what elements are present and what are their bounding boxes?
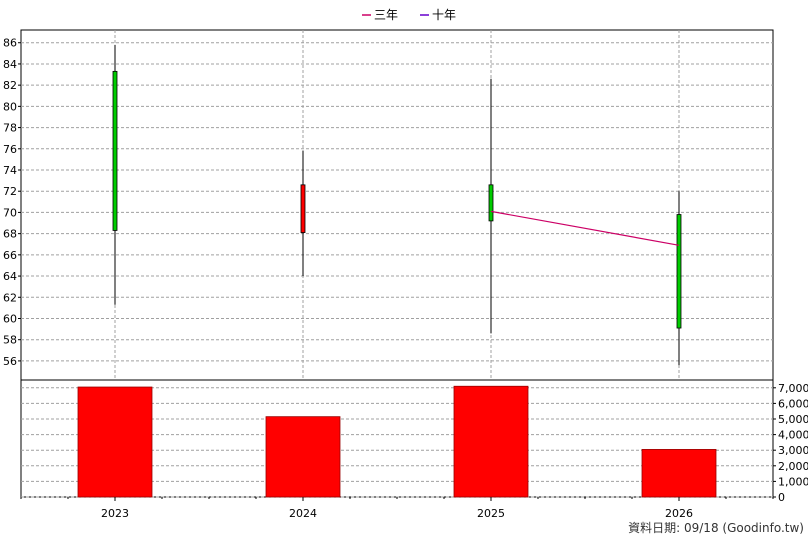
price-tick-label: 76 — [3, 143, 17, 156]
price-tick-label: 60 — [3, 312, 17, 325]
x-tick-label: 2025 — [477, 507, 505, 520]
price-tick-label: 70 — [3, 206, 17, 219]
price-tick-label: 84 — [3, 58, 17, 71]
volume-bar — [641, 449, 717, 498]
price-tick-label: 64 — [3, 270, 17, 283]
volume-panel: 0 1,000 2,000 3,000 4,000 5,000 6,000 7,000 — [20, 379, 808, 504]
volume-tick-label: 2,000 — [778, 460, 808, 473]
volume-tick-label: 3,000 — [778, 444, 808, 457]
ma-line-0 — [490, 210, 680, 246]
price-tick-label: 66 — [3, 249, 17, 262]
price-tick-label: 72 — [3, 185, 17, 198]
volume-tick-label: 4,000 — [778, 429, 808, 442]
volume-tick-label: 5,000 — [778, 413, 808, 426]
candle-body — [488, 184, 494, 222]
price-tick-label: 80 — [3, 100, 17, 113]
price-tick-label: 78 — [3, 122, 17, 135]
price-tick-label: 74 — [3, 164, 17, 177]
legend-label: 十年 — [432, 8, 456, 22]
x-axis: 2023 2024 2025 2026 — [20, 497, 774, 520]
volume-bar — [453, 385, 529, 498]
volume-bar — [77, 386, 153, 498]
volume-tick-label: 7,000 — [778, 382, 808, 395]
candle-body — [676, 214, 682, 329]
price-tick-label: 82 — [3, 79, 17, 92]
legend: 三年 十年 — [362, 8, 456, 22]
volume-tick-label: 1,000 — [778, 475, 808, 488]
price-tick-label: 56 — [3, 355, 17, 368]
x-tick-label: 2024 — [289, 507, 317, 520]
price-tick-label: 62 — [3, 291, 17, 304]
legend-label: 三年 — [374, 8, 398, 22]
price-panel: 56 58 60 62 64 66 68 70 72 74 76 78 80 82 84 86 — [3, 29, 774, 497]
x-tick-label: 2023 — [101, 507, 129, 520]
candle-body — [112, 70, 118, 231]
price-tick-label: 86 — [3, 37, 17, 50]
price-plot-frame — [20, 29, 774, 381]
volume-bar — [265, 416, 341, 498]
price-tick-label: 68 — [3, 228, 17, 241]
price-tick-label: 58 — [3, 334, 17, 347]
volume-tick-label: 0 — [778, 491, 785, 504]
candle-body — [300, 184, 306, 233]
x-tick-label: 2026 — [665, 507, 693, 520]
volume-tick-label: 6,000 — [778, 397, 808, 410]
data-date-footer: 資料日期: 09/18 (Goodinfo.tw) — [628, 521, 804, 535]
